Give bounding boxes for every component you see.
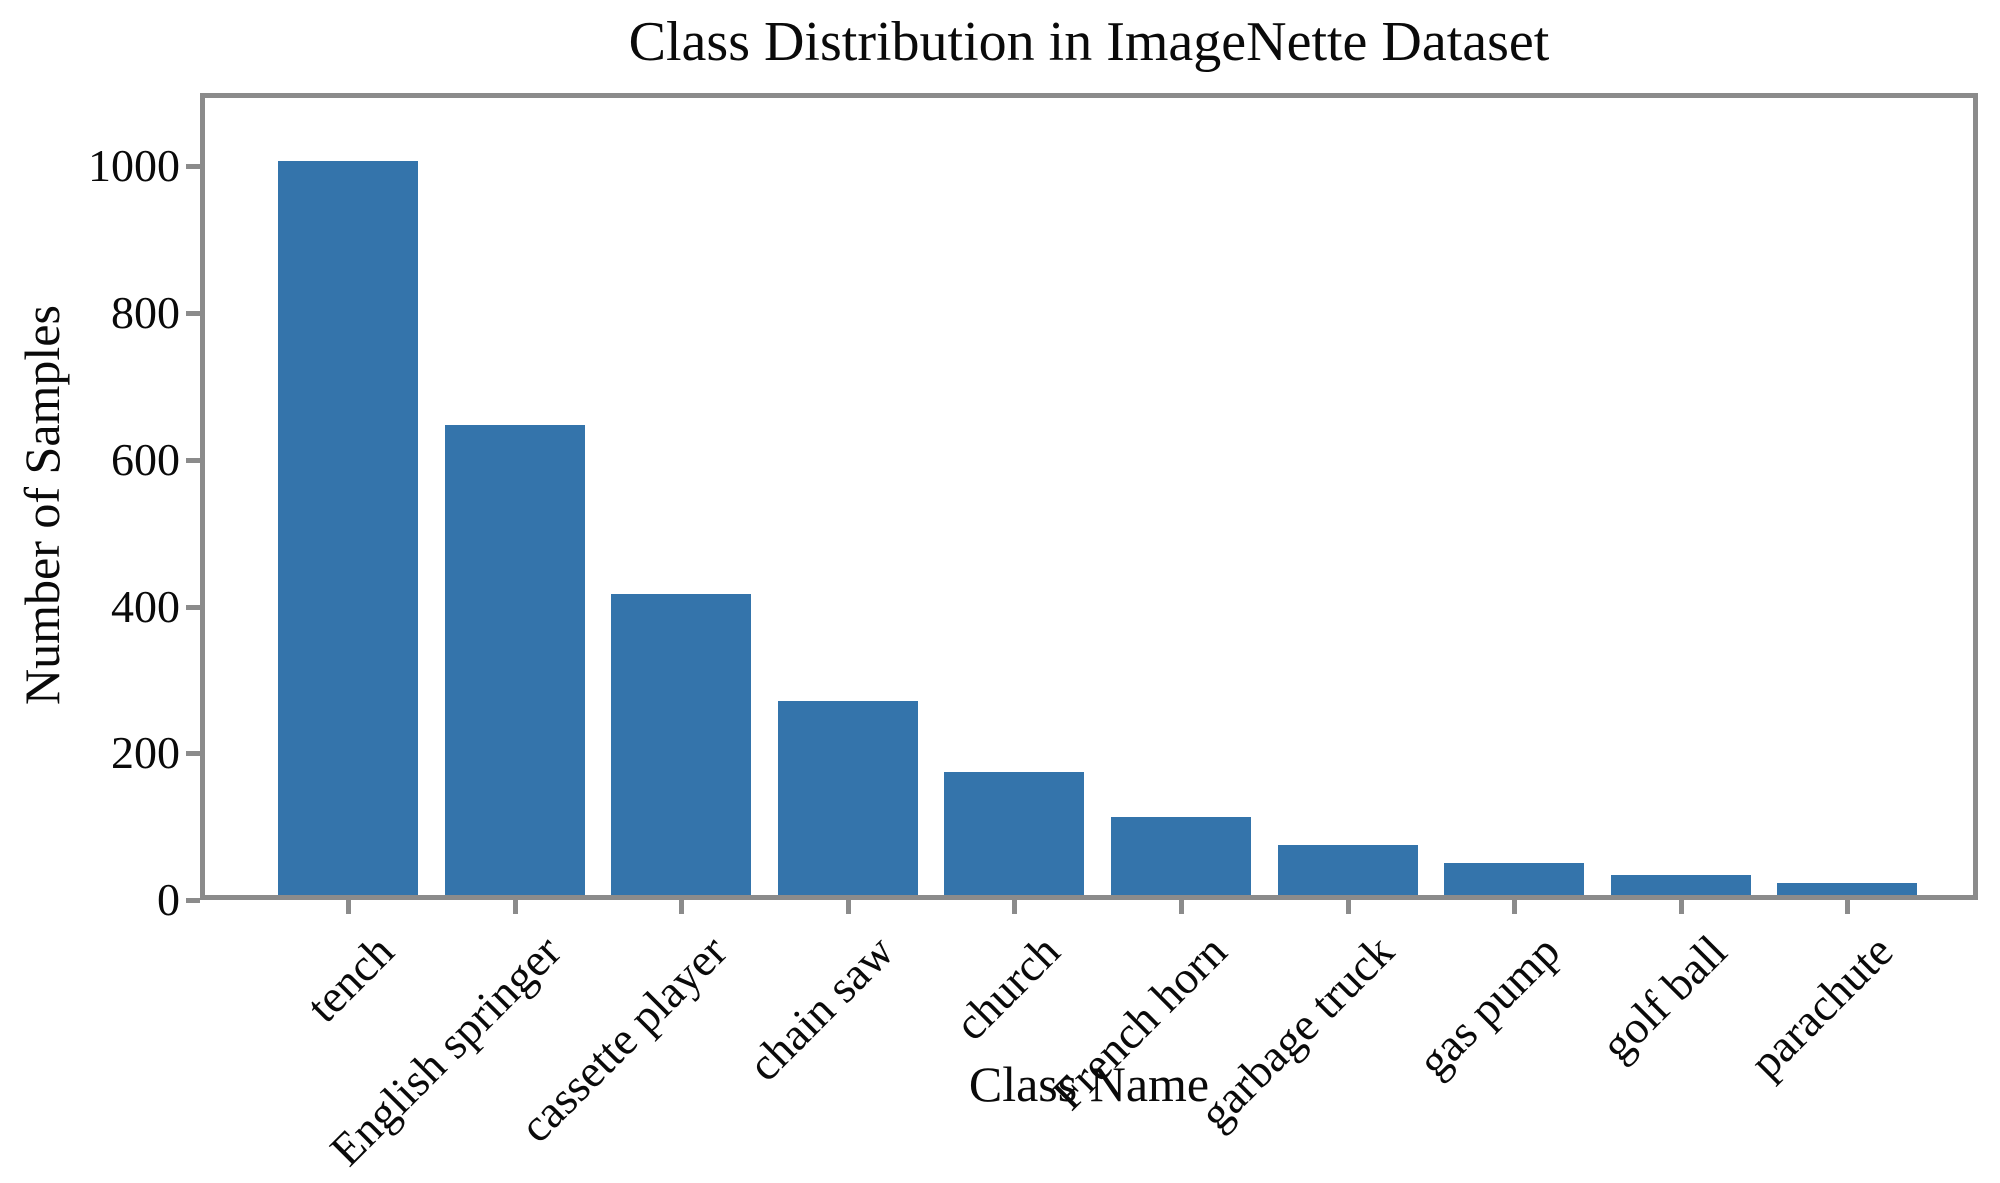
x-tick-mark bbox=[1512, 900, 1517, 914]
bar-golf-ball bbox=[1611, 875, 1751, 895]
x-tick-mark bbox=[513, 900, 518, 914]
bar-french-horn bbox=[1111, 817, 1251, 895]
y-tick-label-400: 400 bbox=[111, 581, 180, 632]
x-tick-mark bbox=[846, 900, 851, 914]
chart-title: Class Distribution in ImageNette Dataset bbox=[628, 11, 1550, 73]
x-tick-mark bbox=[1012, 900, 1017, 914]
x-tick-mark bbox=[1179, 900, 1184, 914]
y-tick-mark bbox=[186, 458, 200, 463]
bar-english-springer bbox=[445, 425, 585, 895]
bar-church bbox=[944, 772, 1084, 895]
x-tick-mark bbox=[1679, 900, 1684, 914]
bar-cassette-player bbox=[611, 594, 751, 895]
x-tick-mark bbox=[1346, 900, 1351, 914]
x-axis-label: Class Name bbox=[968, 1056, 1210, 1112]
y-tick-label-1000: 1000 bbox=[88, 140, 180, 191]
bar-chain-saw bbox=[778, 701, 918, 895]
plot-area bbox=[200, 93, 1978, 900]
bar-tench bbox=[278, 161, 418, 895]
y-tick-label-0: 0 bbox=[157, 874, 180, 925]
y-tick-label-600: 600 bbox=[111, 434, 180, 485]
y-axis-label: Number of Samples bbox=[14, 305, 70, 705]
bar-gas-pump bbox=[1444, 863, 1584, 895]
y-tick-mark bbox=[186, 751, 200, 756]
y-tick-mark bbox=[186, 164, 200, 169]
y-tick-mark bbox=[186, 311, 200, 316]
x-tick-mark bbox=[679, 900, 684, 914]
y-tick-mark bbox=[186, 605, 200, 610]
x-tick-mark bbox=[1845, 900, 1850, 914]
y-tick-label-200: 200 bbox=[111, 727, 180, 778]
x-tick-mark bbox=[346, 900, 351, 914]
y-tick-label-800: 800 bbox=[111, 287, 180, 338]
bar-parachute bbox=[1777, 883, 1917, 895]
bar-garbage-truck bbox=[1278, 845, 1418, 895]
y-tick-mark bbox=[186, 898, 200, 903]
